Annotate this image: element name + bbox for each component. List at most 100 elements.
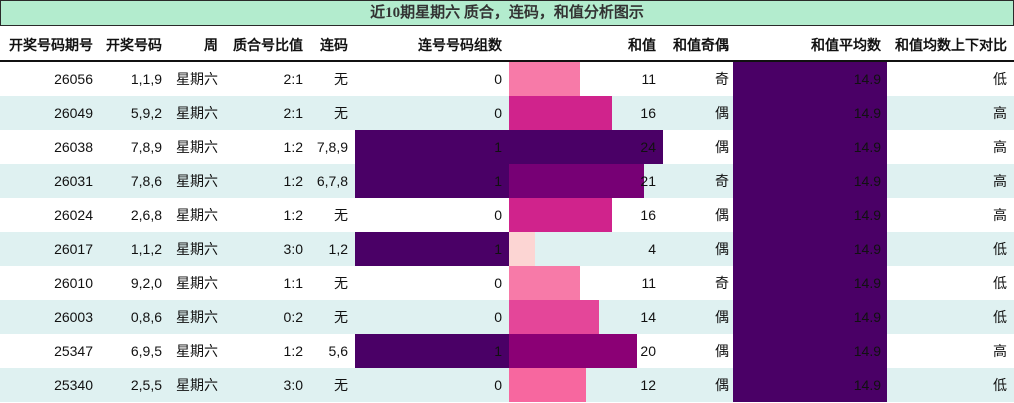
cell-consecutive: 5,6 — [328, 343, 348, 359]
cell-weekday: 星期六 — [176, 343, 218, 359]
cell-sum: 14 — [640, 309, 656, 325]
table-row: 26038 7,8,9 星期六 1:2 7,8,9 1 24 偶 14.9 高 — [0, 130, 1014, 164]
cell-issue: 26038 — [54, 139, 93, 155]
cell-sum-avg: 14.9 — [853, 241, 881, 257]
cell-numbers: 7,8,9 — [130, 139, 162, 155]
cell-numbers: 5,9,2 — [130, 105, 162, 121]
sum-bar — [509, 266, 580, 300]
cell-consecutive: 无 — [334, 207, 348, 223]
cell-consec-groups: 0 — [494, 105, 502, 121]
table-row: 26049 5,9,2 星期六 2:1 无 0 16 偶 14.9 高 — [0, 96, 1014, 130]
sum-bar — [509, 164, 644, 198]
table-header: 开奖号码期号 开奖号码 周 质合号比值 连码 连号号码组数 和值 和值奇偶 和值… — [0, 26, 1014, 62]
cell-avg-compare: 高 — [993, 207, 1007, 223]
cell-sum-parity: 奇 — [715, 173, 729, 189]
cell-consec-groups: 0 — [494, 207, 502, 223]
cell-consecutive: 无 — [334, 275, 348, 291]
cell-numbers: 1,1,9 — [130, 71, 162, 87]
sum-bar — [509, 198, 612, 232]
cell-weekday: 星期六 — [176, 173, 218, 189]
cell-sum-avg: 14.9 — [853, 105, 881, 121]
sum-avg-bar — [733, 62, 887, 96]
cell-consecutive: 无 — [334, 377, 348, 393]
sum-bar — [509, 334, 637, 368]
cell-weekday: 星期六 — [176, 309, 218, 325]
cell-sum-avg: 14.9 — [853, 377, 881, 393]
cell-prime-ratio: 1:1 — [283, 275, 303, 291]
header-issue: 开奖号码期号 — [9, 37, 93, 53]
cell-avg-compare: 高 — [993, 105, 1007, 121]
table-row: 26056 1,1,9 星期六 2:1 无 0 11 奇 14.9 低 — [0, 62, 1014, 96]
cell-weekday: 星期六 — [176, 275, 218, 291]
consec-groups-bar — [355, 164, 509, 198]
sum-bar — [509, 130, 663, 164]
table-row: 26010 9,2,0 星期六 1:1 无 0 11 奇 14.9 低 — [0, 266, 1014, 300]
cell-consec-groups: 1 — [494, 343, 502, 359]
sum-avg-bar — [733, 232, 887, 266]
cell-avg-compare: 高 — [993, 173, 1007, 189]
header-sum-parity: 和值奇偶 — [673, 37, 729, 53]
cell-sum-parity: 偶 — [715, 105, 729, 121]
header-weekday: 周 — [204, 37, 218, 53]
cell-avg-compare: 低 — [993, 275, 1007, 291]
cell-avg-compare: 低 — [993, 309, 1007, 325]
cell-prime-ratio: 1:2 — [283, 207, 303, 223]
cell-sum-parity: 奇 — [715, 71, 729, 87]
cell-sum: 16 — [640, 207, 656, 223]
cell-sum-avg: 14.9 — [853, 343, 881, 359]
cell-weekday: 星期六 — [176, 105, 218, 121]
cell-consec-groups: 0 — [494, 377, 502, 393]
cell-sum-parity: 偶 — [715, 377, 729, 393]
cell-prime-ratio: 3:0 — [283, 377, 303, 393]
consec-groups-bar — [355, 334, 509, 368]
cell-sum: 21 — [640, 173, 656, 189]
cell-issue: 26017 — [54, 241, 93, 257]
table-body: 26056 1,1,9 星期六 2:1 无 0 11 奇 14.9 低 2604… — [0, 62, 1014, 402]
cell-numbers: 9,2,0 — [130, 275, 162, 291]
cell-sum-parity: 奇 — [715, 275, 729, 291]
table-row: 26031 7,8,6 星期六 1:2 6,7,8 1 21 奇 14.9 高 — [0, 164, 1014, 198]
table-row: 25347 6,9,5 星期六 1:2 5,6 1 20 偶 14.9 高 — [0, 334, 1014, 368]
cell-numbers: 1,1,2 — [130, 241, 162, 257]
cell-weekday: 星期六 — [176, 207, 218, 223]
cell-weekday: 星期六 — [176, 139, 218, 155]
consec-groups-bar — [355, 130, 509, 164]
cell-sum: 11 — [641, 71, 656, 87]
cell-issue: 26056 — [54, 71, 93, 87]
cell-sum-avg: 14.9 — [853, 173, 881, 189]
cell-sum-parity: 偶 — [715, 207, 729, 223]
sum-bar — [509, 368, 586, 402]
header-sum-avg: 和值平均数 — [811, 37, 881, 53]
cell-sum-parity: 偶 — [715, 241, 729, 257]
cell-numbers: 2,5,5 — [130, 377, 162, 393]
cell-prime-ratio: 3:0 — [283, 241, 303, 257]
cell-consecutive: 7,8,9 — [316, 139, 348, 155]
header-consecutive: 连码 — [320, 37, 348, 53]
sum-avg-bar — [733, 198, 887, 232]
sum-avg-bar — [733, 266, 887, 300]
consec-groups-bar — [355, 232, 509, 266]
cell-issue: 25347 — [54, 343, 93, 359]
cell-sum-parity: 偶 — [715, 139, 729, 155]
table-title: 近10期星期六 质合，连码，和值分析图示 — [0, 0, 1014, 26]
cell-consec-groups: 1 — [494, 139, 502, 155]
cell-numbers: 2,6,8 — [130, 207, 162, 223]
header-prime-ratio: 质合号比值 — [233, 37, 303, 53]
sum-avg-bar — [733, 334, 887, 368]
cell-consecutive: 无 — [334, 71, 348, 87]
cell-avg-compare: 高 — [993, 343, 1007, 359]
cell-sum: 12 — [640, 377, 656, 393]
cell-sum-parity: 偶 — [715, 343, 729, 359]
cell-consec-groups: 1 — [494, 173, 502, 189]
cell-issue: 26010 — [54, 275, 93, 291]
cell-prime-ratio: 1:2 — [283, 343, 303, 359]
sum-avg-bar — [733, 130, 887, 164]
table-row: 26017 1,1,2 星期六 3:0 1,2 1 4 偶 14.9 低 — [0, 232, 1014, 266]
cell-numbers: 6,9,5 — [130, 343, 162, 359]
cell-sum-parity: 偶 — [715, 309, 729, 325]
header-avg-compare: 和值均数上下对比 — [895, 37, 1007, 53]
cell-avg-compare: 低 — [993, 377, 1007, 393]
table-row: 26003 0,8,6 星期六 0:2 无 0 14 偶 14.9 低 — [0, 300, 1014, 334]
header-sum: 和值 — [628, 37, 656, 53]
cell-consecutive: 6,7,8 — [316, 173, 348, 189]
